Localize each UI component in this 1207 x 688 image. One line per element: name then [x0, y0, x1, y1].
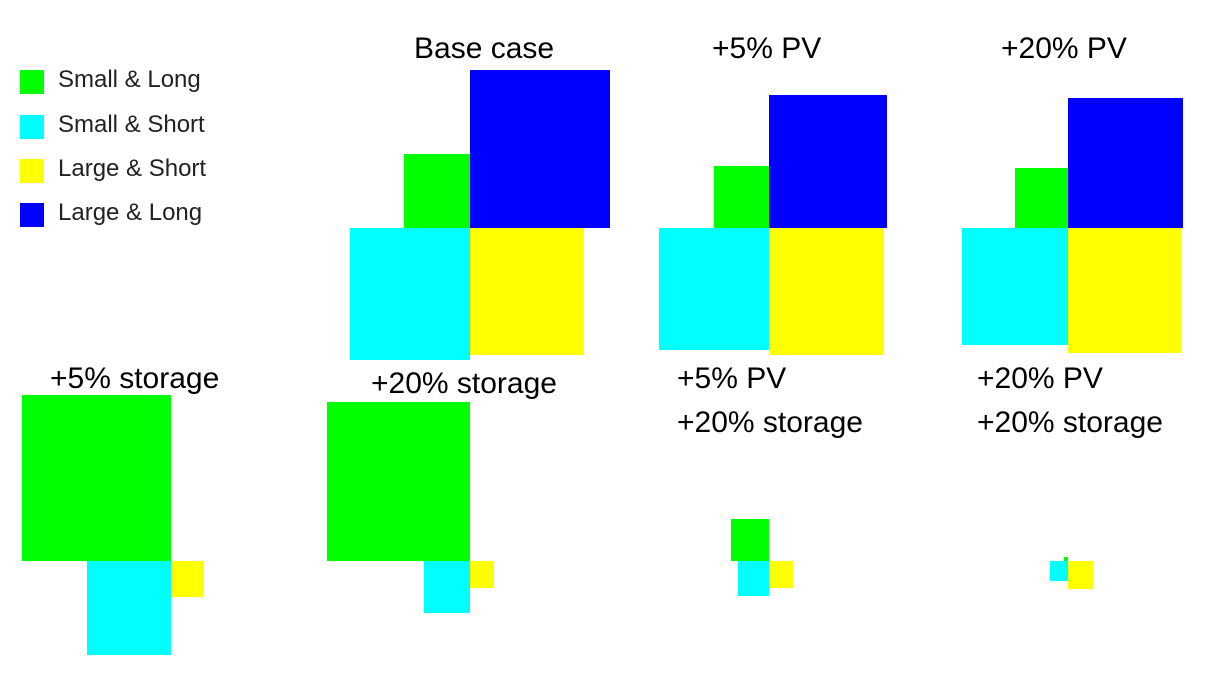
panel-title-line: +5% PV	[677, 362, 787, 395]
legend-swatch-large-long	[20, 203, 44, 227]
panel-title-line: +5% PV	[712, 32, 822, 65]
block-small-short	[424, 561, 470, 613]
block-small-short	[962, 228, 1068, 345]
legend-label-large-short: Large & Short	[58, 155, 207, 182]
block-small-short	[738, 561, 769, 596]
block-large-long	[1068, 98, 1183, 228]
block-small-long	[327, 402, 470, 561]
panel-title-storage20: +20% storage	[371, 362, 557, 406]
block-small-long	[714, 166, 769, 228]
legend-label-small-long: Small & Long	[58, 66, 201, 93]
block-small-long	[1064, 557, 1068, 561]
block-large-short	[1068, 228, 1181, 353]
block-small-short	[350, 228, 470, 360]
block-large-short	[470, 228, 584, 355]
panel-title-base-case: Base case	[414, 27, 554, 71]
panel-title-line: Base case	[414, 32, 555, 65]
panel-title-pv20: +20% PV	[1001, 27, 1127, 71]
block-large-long	[470, 70, 610, 228]
panel-title-line: +20% storage	[371, 367, 557, 400]
block-small-long	[22, 395, 171, 561]
panel-title-pv20-storage20: +20% PV +20% storage	[977, 357, 1163, 445]
panel-title-line: +20% storage	[977, 406, 1163, 439]
block-small-short	[1050, 561, 1068, 581]
legend-label-small-short: Small & Short	[58, 111, 205, 138]
legend-swatch-large-short	[20, 159, 44, 183]
panel-title-pv5: +5% PV	[712, 27, 821, 71]
panel-title-line: +20% PV	[977, 362, 1103, 395]
panel-title-storage5: +5% storage	[50, 357, 219, 401]
block-large-long	[769, 95, 887, 228]
block-large-short	[769, 228, 884, 355]
legend-swatch-small-short	[20, 115, 44, 139]
block-large-short	[1068, 561, 1093, 589]
block-small-short	[659, 228, 769, 350]
legend-swatch-small-long	[20, 70, 44, 94]
block-small-long	[1015, 168, 1068, 228]
block-small-short	[87, 561, 171, 655]
panel-title-line: +5% storage	[50, 362, 220, 395]
legend-label-large-long: Large & Long	[58, 199, 203, 226]
block-large-short	[769, 561, 793, 588]
panel-title-pv5-storage20: +5% PV +20% storage	[677, 357, 863, 445]
block-small-long	[404, 154, 470, 228]
panel-title-line: +20% storage	[677, 406, 863, 439]
block-small-long	[731, 519, 769, 561]
panel-title-line: +20% PV	[1001, 32, 1127, 65]
block-large-short	[470, 561, 494, 588]
block-large-short	[171, 561, 204, 597]
